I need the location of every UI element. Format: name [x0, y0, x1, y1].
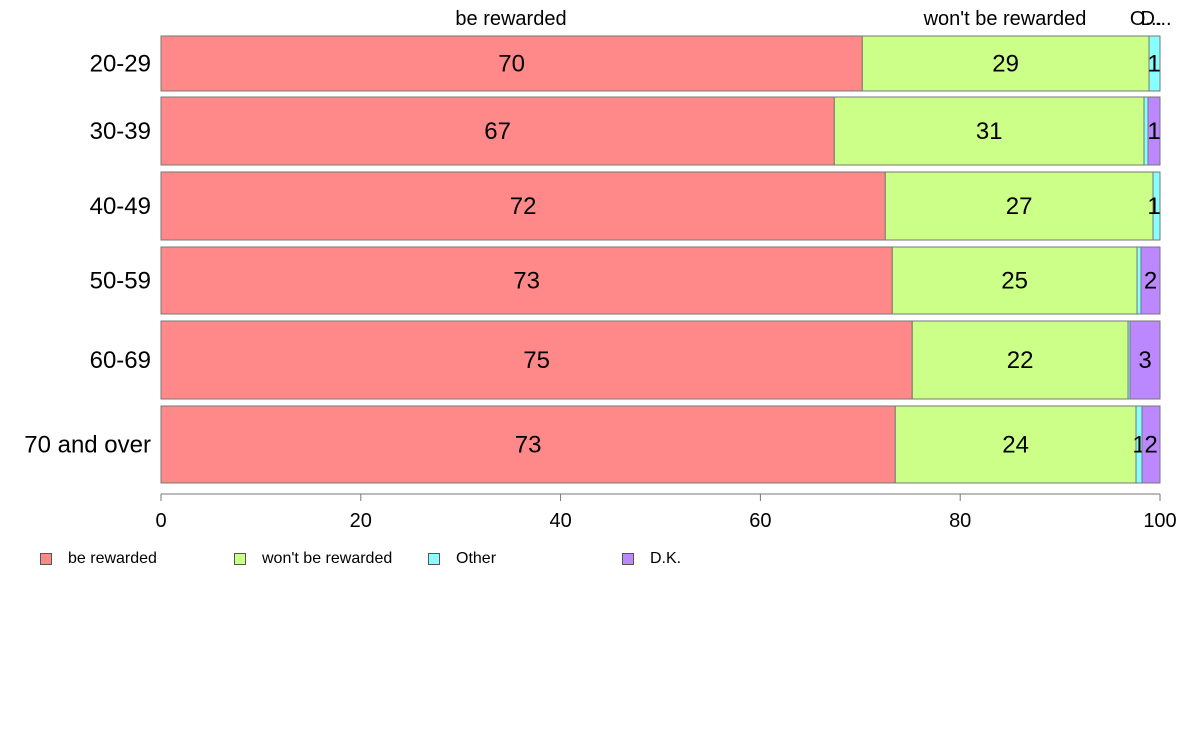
legend-item: be rewarded	[40, 546, 157, 572]
bar-value-label: 67	[484, 118, 511, 145]
top-series-label: D...	[1140, 8, 1171, 30]
bar-value-label: 31	[976, 118, 1003, 145]
legend-swatch	[234, 553, 246, 565]
bar-segment	[1140, 246, 1161, 315]
bar-segment	[160, 171, 886, 241]
x-tick-label: 100	[1143, 510, 1176, 532]
bar-segment	[160, 96, 835, 166]
category-label: 70 and over	[24, 432, 151, 459]
bar-value-label: 1	[1147, 118, 1160, 145]
x-tick-label: 80	[949, 510, 971, 532]
category-label: 50-59	[90, 268, 151, 295]
bar-segment	[894, 405, 1137, 484]
bar-value-label: 25	[1001, 268, 1028, 295]
bar-value-label: 75	[523, 347, 550, 374]
category-label: 40-49	[90, 193, 151, 220]
bar-segment	[160, 320, 913, 400]
top-series-label: be rewarded	[455, 8, 566, 30]
bar-value-label: 24	[1002, 432, 1029, 459]
bar-value-label: 1	[1147, 193, 1160, 220]
top-series-label: won't be rewarded	[923, 8, 1087, 30]
bar-value-label: 3	[1138, 347, 1151, 374]
legend-item: won't be rewarded	[234, 546, 392, 572]
bar-segment	[1129, 320, 1161, 400]
legend-label: Other	[456, 550, 497, 567]
bar-segment	[891, 246, 1138, 315]
bar-segment	[1141, 405, 1161, 484]
x-tick-label: 60	[749, 510, 771, 532]
top-series-label: O...	[1130, 8, 1162, 30]
legend-label: won't be rewarded	[262, 550, 393, 567]
x-tick-label: 0	[155, 510, 166, 532]
bar-segment	[1136, 246, 1142, 315]
bar-segment	[911, 320, 1129, 400]
bar-value-label: 22	[1007, 347, 1034, 374]
category-label: 20-29	[90, 51, 151, 78]
legend-swatch	[40, 553, 52, 565]
bar-segment	[1147, 96, 1161, 166]
bar-value-label: 27	[1006, 193, 1033, 220]
bar-value-label: 73	[515, 432, 542, 459]
bar-value-label: 73	[513, 268, 540, 295]
chart-legend: be rewarded won't be rewarded Other D.K.	[0, 546, 1188, 572]
bar-value-label: 1	[1147, 51, 1160, 78]
bar-value-label: 2	[1144, 432, 1157, 459]
bar-value-label: 2	[1144, 268, 1157, 295]
legend-swatch	[622, 553, 634, 565]
legend-item: Other	[428, 546, 496, 572]
x-tick-label: 40	[549, 510, 571, 532]
legend-label: be rewarded	[68, 550, 157, 567]
legend-item: D.K.	[622, 546, 681, 572]
legend-label: D.K.	[650, 550, 682, 567]
bar-segment	[160, 405, 896, 484]
x-tick-label: 20	[350, 510, 372, 532]
bar-value-label: 72	[510, 193, 537, 220]
bar-value-label: 29	[992, 51, 1019, 78]
bar-segment	[1148, 35, 1161, 92]
category-label: 60-69	[90, 347, 151, 374]
bar-value-label: 70	[498, 51, 525, 78]
bar-segment	[884, 171, 1154, 241]
bar-segment	[833, 96, 1145, 166]
bar-segment	[1152, 171, 1161, 241]
legend-swatch	[428, 553, 440, 565]
category-label: 30-39	[90, 118, 151, 145]
bar-segment	[861, 35, 1150, 92]
